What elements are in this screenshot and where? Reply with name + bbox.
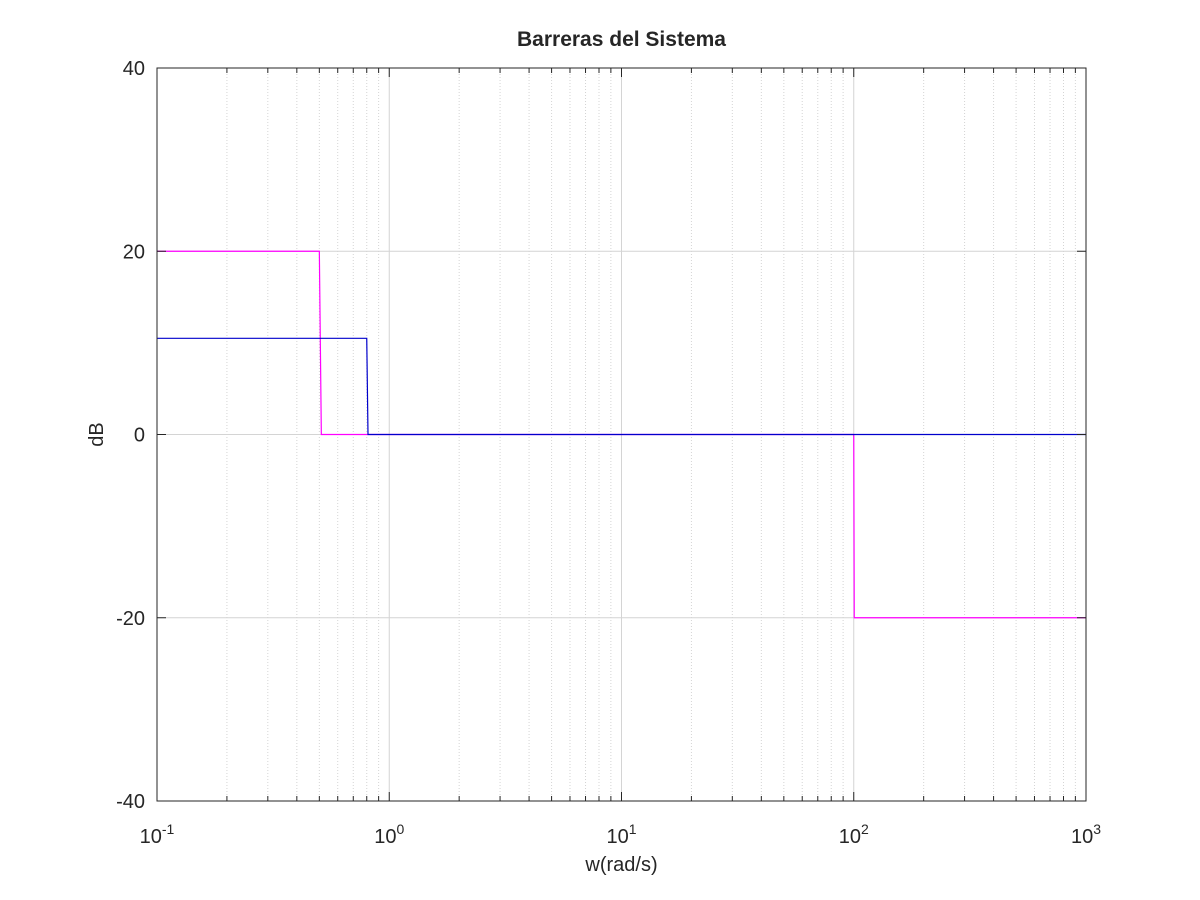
series-layer bbox=[157, 250, 1086, 619]
y-tick-label: -20 bbox=[116, 608, 145, 630]
y-axis-label: dB bbox=[86, 422, 108, 446]
chart-title: Barreras del Sistema bbox=[517, 28, 726, 51]
tick-labels: 40 20 0 -20 -40 10-1 100 101 102 103 bbox=[116, 58, 1101, 848]
x-tick-label: 10-1 bbox=[140, 821, 175, 848]
y-tick-label: -40 bbox=[116, 791, 145, 813]
y-tick-label: 40 bbox=[123, 58, 145, 80]
ticks bbox=[157, 68, 1086, 801]
y-tick-label: 0 bbox=[134, 425, 145, 447]
series-line-2 bbox=[157, 337, 1086, 436]
x-tick-label: 100 bbox=[374, 821, 404, 848]
x-tick-label: 103 bbox=[1071, 821, 1101, 848]
x-tick-label: 101 bbox=[606, 821, 636, 848]
x-axis-label: w(rad/s) bbox=[584, 854, 657, 876]
x-tick-label: 102 bbox=[839, 821, 869, 848]
y-tick-label: 20 bbox=[123, 241, 145, 263]
